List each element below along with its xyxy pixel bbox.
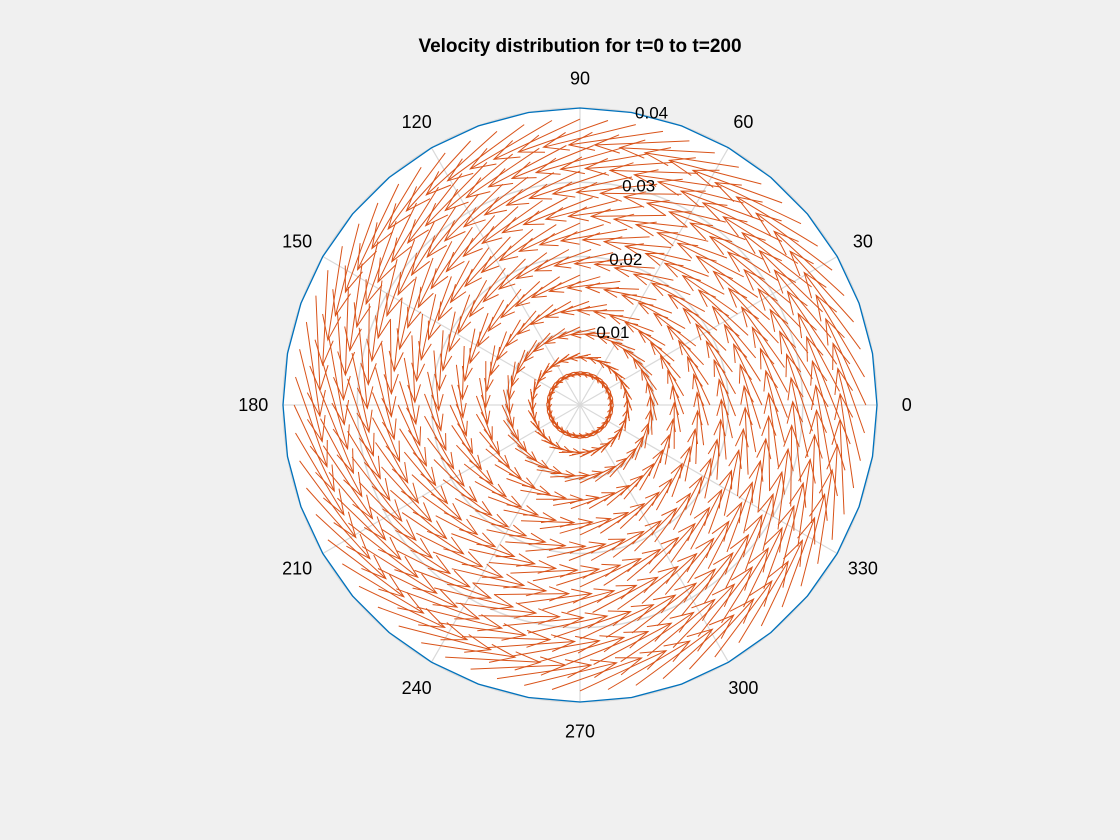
velocity-arrow	[645, 380, 657, 421]
velocity-arrow	[332, 223, 360, 318]
velocity-arrow	[800, 492, 828, 587]
velocity-arrow	[689, 598, 755, 670]
velocity-arrow	[825, 317, 867, 406]
velocity-arrow	[314, 270, 334, 367]
velocity-arrow	[371, 167, 422, 250]
velocity-arrow	[760, 538, 804, 627]
velocity-arrow	[605, 384, 614, 413]
chart-title: Velocity distribution for t=0 to t=200	[418, 36, 741, 57]
velocity-arrow	[806, 335, 840, 419]
velocity-arrow	[635, 628, 714, 686]
velocity-arrow	[618, 139, 715, 159]
velocity-arrow	[342, 563, 425, 614]
velocity-arrow	[667, 157, 762, 185]
velocity-arrow	[620, 378, 633, 411]
velocity-arrow	[714, 579, 773, 658]
velocity-arrow	[496, 659, 593, 680]
velocity-arrow	[358, 585, 447, 629]
velocity-arrow	[643, 147, 739, 168]
angle-tick-label-150: 150	[282, 232, 312, 252]
angle-tick-label-30: 30	[853, 232, 873, 252]
velocity-arrow	[517, 120, 609, 153]
velocity-arrow	[759, 347, 788, 418]
angle-tick-label-120: 120	[402, 112, 432, 132]
velocity-arrow	[425, 131, 498, 196]
velocity-arrow	[327, 539, 406, 598]
velocity-arrow	[315, 514, 387, 580]
velocity-arrow	[542, 124, 636, 151]
angle-tick-label-330: 330	[848, 558, 878, 578]
velocity-arrow	[306, 487, 371, 560]
velocity-arrow	[470, 656, 567, 676]
angle-tick-label-210: 210	[282, 558, 312, 578]
velocity-arrow	[356, 183, 400, 272]
velocity-arrows	[293, 118, 867, 692]
velocity-arrow	[524, 659, 618, 686]
velocity-arrow	[826, 443, 846, 540]
velocity-arrow	[445, 651, 542, 671]
velocity-arrow	[295, 432, 345, 517]
velocity-arrow	[738, 560, 789, 643]
velocity-arrow	[735, 196, 818, 247]
velocity-arrow	[567, 130, 664, 151]
velocity-arrow	[789, 250, 854, 323]
velocity-arrow	[713, 181, 802, 225]
velocity-arrow	[667, 369, 685, 415]
velocity-arrow	[832, 342, 865, 434]
velocity-arrow	[785, 353, 813, 432]
radial-tick-label-0.04: 0.04	[635, 104, 668, 123]
velocity-arrow	[405, 140, 471, 212]
velocity-arrow	[713, 358, 736, 417]
velocity-arrow	[754, 212, 833, 271]
velocity-arrow	[593, 134, 690, 154]
velocity-arrow	[309, 295, 329, 392]
velocity-arrow	[781, 516, 816, 608]
velocity-arrow	[831, 418, 851, 515]
velocity-arrow	[295, 376, 328, 468]
velocity-arrow	[299, 349, 326, 443]
velocity-arrow	[299, 460, 357, 539]
velocity-arrow	[421, 642, 517, 663]
velocity-arrow	[551, 657, 643, 690]
velocity-arrow	[387, 152, 446, 231]
boundary-outline	[282, 107, 878, 703]
velocity-arrow	[492, 118, 581, 160]
velocity-arrow	[305, 321, 326, 418]
radial-tick-label-0.01: 0.01	[596, 323, 629, 342]
velocity-arrow	[662, 614, 735, 679]
angle-tick-label-180: 180	[238, 395, 268, 415]
velocity-arrow	[692, 373, 709, 426]
velocity-arrow	[344, 202, 379, 294]
axis-labels: 0 30 60 90 120 150 180 210 240 270 300 330 0.01 0.02 0…	[238, 68, 911, 741]
angle-tick-label-90: 90	[570, 68, 590, 88]
angle-tick-label-240: 240	[402, 678, 432, 698]
velocity-arrow	[834, 392, 855, 489]
velocity-arrow	[607, 640, 692, 690]
velocity-arrow	[691, 169, 783, 204]
angle-tick-label-0: 0	[902, 395, 912, 415]
velocity-arrow	[398, 625, 493, 653]
angle-tick-label-60: 60	[733, 112, 753, 132]
velocity-arrow	[834, 367, 861, 461]
velocity-arrow	[817, 468, 838, 564]
velocity-arrow	[322, 246, 343, 342]
velocity-arrow	[803, 271, 861, 350]
radial-tick-label-0.03: 0.03	[622, 177, 655, 196]
velocity-arrow	[377, 606, 469, 641]
boundary-polygon	[282, 107, 878, 703]
velocity-arrow	[579, 650, 668, 692]
velocity-arrow	[815, 293, 865, 378]
angle-tick-label-300: 300	[728, 678, 758, 698]
velocity-arrow	[468, 120, 553, 170]
velocity-arrow	[738, 363, 761, 429]
angle-tick-label-270: 270	[565, 722, 595, 742]
velocity-arrow	[293, 404, 335, 493]
velocity-arrow	[446, 124, 525, 182]
radial-tick-label-0.02: 0.02	[609, 250, 642, 269]
velocity-arrow	[773, 230, 845, 296]
